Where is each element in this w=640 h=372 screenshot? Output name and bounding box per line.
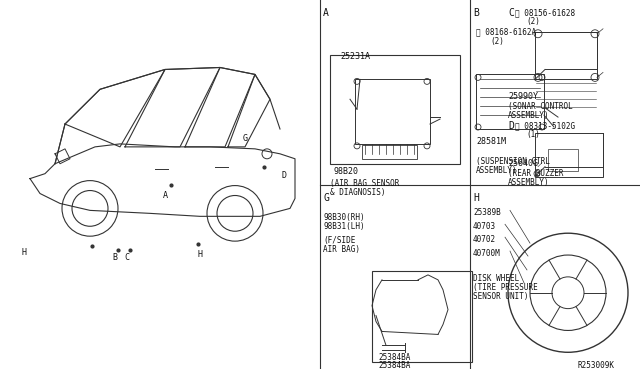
Text: A: A xyxy=(323,8,329,18)
Text: 25231A: 25231A xyxy=(340,52,370,61)
Text: 28581M: 28581M xyxy=(476,137,506,146)
Text: (F/SIDE: (F/SIDE xyxy=(323,236,355,245)
Bar xyxy=(362,145,417,159)
Text: 40700M: 40700M xyxy=(473,249,500,258)
Text: 25990Y: 25990Y xyxy=(508,92,538,101)
Text: 98B31(LH): 98B31(LH) xyxy=(323,222,365,231)
Text: Ⓢ 08156-61628: Ⓢ 08156-61628 xyxy=(515,8,575,17)
Text: DISK WHEEL: DISK WHEEL xyxy=(473,274,519,283)
Text: & DIAGNOSIS): & DIAGNOSIS) xyxy=(330,187,385,196)
Text: (AIR BAG SENSOR: (AIR BAG SENSOR xyxy=(330,179,399,187)
Text: 40703: 40703 xyxy=(473,222,496,231)
Text: 25384BA: 25384BA xyxy=(378,361,410,370)
Text: (SONAR CONTROL: (SONAR CONTROL xyxy=(508,102,573,111)
Text: D: D xyxy=(281,171,286,180)
Text: Ⓢ 08313-5102G: Ⓢ 08313-5102G xyxy=(515,121,575,130)
Text: H: H xyxy=(473,193,479,202)
Text: 25640G: 25640G xyxy=(508,159,538,168)
Bar xyxy=(535,133,603,177)
Text: B: B xyxy=(473,8,479,18)
Text: C: C xyxy=(508,8,514,18)
Bar xyxy=(355,79,430,144)
Text: (2): (2) xyxy=(526,17,540,26)
Text: A: A xyxy=(163,190,168,199)
Text: (2): (2) xyxy=(490,37,504,46)
Bar xyxy=(535,32,597,79)
Text: Ⓢ 08168-6162A: Ⓢ 08168-6162A xyxy=(476,28,536,37)
Text: R253009K: R253009K xyxy=(578,361,615,370)
Bar xyxy=(548,149,578,171)
Text: (TIRE PRESSURE: (TIRE PRESSURE xyxy=(473,283,538,292)
Text: 98B20: 98B20 xyxy=(333,167,358,176)
Text: C: C xyxy=(124,253,129,262)
Text: AIR BAG): AIR BAG) xyxy=(323,245,360,254)
Text: SENSOR UNIT): SENSOR UNIT) xyxy=(473,292,529,301)
Text: ASSEMBLY): ASSEMBLY) xyxy=(508,178,550,187)
Bar xyxy=(330,55,460,164)
Text: G: G xyxy=(323,193,329,202)
Text: H: H xyxy=(22,248,27,257)
Bar xyxy=(372,271,472,362)
Text: 25389B: 25389B xyxy=(473,208,500,217)
Text: D: D xyxy=(508,121,514,131)
Text: H: H xyxy=(198,250,203,259)
Text: ASSEMBLY): ASSEMBLY) xyxy=(508,111,550,120)
Text: G: G xyxy=(243,134,248,143)
Text: (REAR BUZZER: (REAR BUZZER xyxy=(508,169,563,178)
Bar xyxy=(476,74,544,129)
Text: ASSEMBLY): ASSEMBLY) xyxy=(476,166,518,175)
Text: 98B30(RH): 98B30(RH) xyxy=(323,214,365,222)
Text: (SUSPENSION CTRL: (SUSPENSION CTRL xyxy=(476,157,550,166)
Text: B: B xyxy=(112,253,117,262)
Text: 40702: 40702 xyxy=(473,235,496,244)
Text: 25384BA: 25384BA xyxy=(378,353,410,362)
Text: (1): (1) xyxy=(526,130,540,139)
